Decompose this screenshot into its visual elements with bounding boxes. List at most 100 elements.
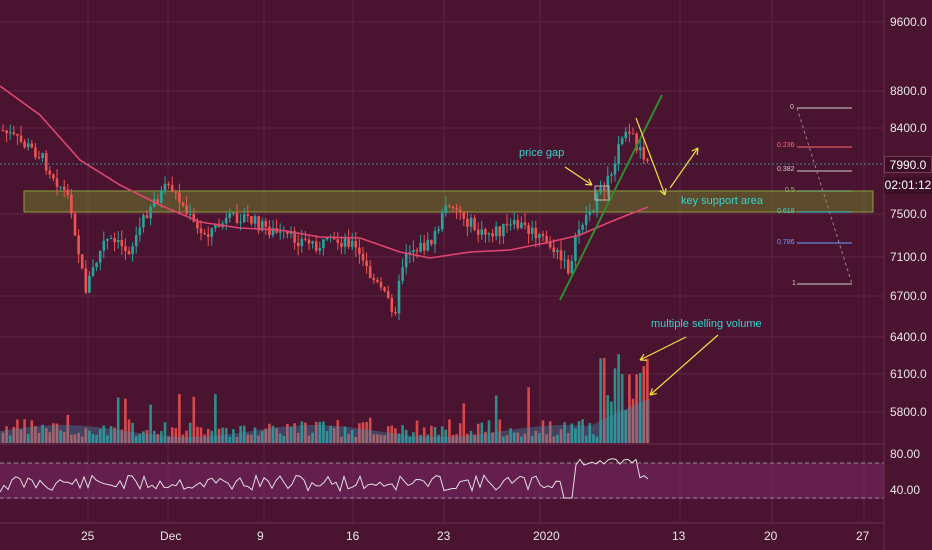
candle-body [109, 238, 113, 240]
volume-bar [473, 434, 476, 443]
candle-body [264, 221, 268, 227]
candle-body [188, 213, 192, 215]
candle-body [530, 227, 534, 234]
candle-body [379, 281, 383, 288]
volume-bar [8, 435, 12, 443]
volume-bar [606, 395, 610, 443]
volume-bar [455, 433, 458, 443]
volume-bar [376, 434, 379, 443]
volume-bar [134, 436, 138, 443]
candle-body [138, 227, 142, 236]
candle-body [88, 275, 91, 293]
volume-bar [379, 435, 383, 443]
candle-body [199, 228, 203, 233]
candle-body [23, 141, 26, 148]
candle-body [548, 241, 552, 248]
candle-body [145, 215, 149, 219]
candle-body [595, 192, 599, 211]
candle-body [84, 268, 88, 293]
volume-bar [181, 434, 185, 443]
candle-body [192, 213, 196, 222]
volume-bar [581, 419, 584, 443]
volume-bar [163, 422, 167, 443]
candle-body [260, 221, 264, 231]
volume-bar [214, 394, 217, 443]
volume-bar [95, 435, 98, 443]
volume-bar [426, 434, 430, 443]
volume-bar [5, 426, 8, 443]
volume-bar [480, 422, 484, 443]
volume-bar [304, 422, 307, 443]
volume-bar [124, 398, 127, 443]
candle-body [631, 133, 635, 135]
candle-body [52, 174, 55, 179]
candle-body [174, 191, 178, 193]
candle-body [185, 205, 188, 214]
candle-body [336, 239, 340, 243]
candle-body [134, 235, 138, 247]
volume-bar [404, 429, 408, 443]
price-tick: 6400.0 [890, 330, 927, 344]
candle-body [487, 233, 491, 235]
candle-body [473, 217, 476, 230]
volume-bar [199, 427, 203, 443]
candle-body [178, 192, 181, 203]
candle-body [228, 213, 232, 218]
volume-bar [498, 419, 502, 443]
candle-body [444, 205, 448, 214]
fib-label: 0.618 [777, 208, 795, 215]
candle-body [59, 186, 62, 188]
candle-body [383, 287, 386, 291]
volume-bar [311, 432, 314, 443]
candle-body [541, 234, 545, 237]
candle-body [116, 239, 120, 243]
candle-body [232, 212, 235, 214]
volume-bar [322, 421, 325, 443]
time-tick: 23 [437, 529, 451, 543]
volume-bar [638, 372, 642, 443]
volume-bar [412, 432, 415, 443]
volume-bar [293, 423, 296, 443]
volume-bar [617, 354, 620, 443]
volume-bar [41, 424, 44, 443]
candle-body [368, 266, 372, 278]
fib-retracement [796, 107, 853, 285]
candle-body [322, 239, 325, 249]
volume-bar [127, 419, 131, 443]
volume-bar [80, 436, 84, 443]
candle-body [433, 231, 437, 245]
volume-bar [113, 427, 116, 443]
volume-bar [268, 423, 271, 443]
volume-bar [552, 436, 556, 443]
time-tick: 27 [856, 529, 870, 543]
volume-bar [152, 430, 156, 443]
volume-average-area [0, 398, 650, 443]
candle-body [599, 187, 602, 193]
candle-body [300, 238, 304, 247]
fib-diagonal [796, 107, 853, 285]
candle-body [242, 214, 246, 223]
volume-bar [300, 421, 304, 443]
annotation-arrows [564, 117, 719, 396]
volume-bar [296, 432, 300, 443]
candle-body [620, 138, 624, 145]
volume-bar [160, 431, 163, 443]
candle-body [462, 212, 466, 219]
volume-bar [343, 426, 347, 443]
candle-body [77, 235, 80, 255]
annotation-arrow [564, 166, 593, 186]
candle-body [44, 153, 48, 171]
candle-body [102, 240, 106, 251]
volume-bar [167, 436, 170, 443]
volume-bar [523, 433, 527, 443]
volume-bar [275, 428, 278, 443]
candle-body [570, 261, 574, 274]
candle-body [257, 216, 260, 231]
volume-bar [91, 434, 95, 443]
volume-bar [566, 432, 570, 443]
candle-body [66, 189, 70, 195]
candle-body [430, 239, 433, 245]
volume-bar [250, 434, 253, 443]
candle-body [37, 157, 41, 159]
